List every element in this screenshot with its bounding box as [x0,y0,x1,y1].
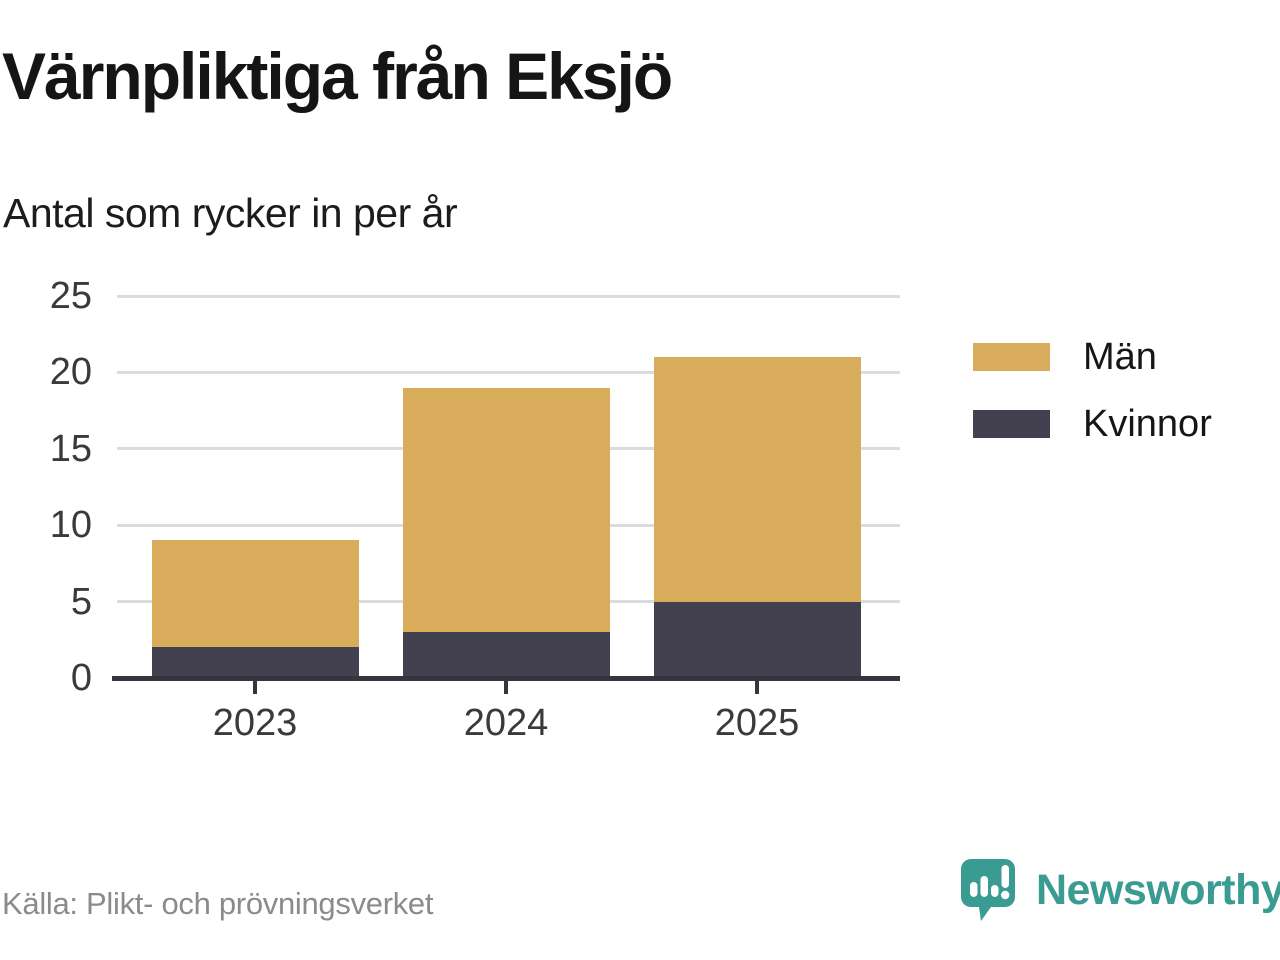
x-axis-tick-2023 [253,681,257,694]
logo-bar-2 [980,876,988,897]
y-tick-label: 20 [49,351,92,394]
legend-swatch-kvinnor [973,410,1050,438]
legend-label-män: Män [1083,336,1157,378]
x-tick-label-2025: 2025 [714,702,800,744]
legend-item-kvinnor: Kvinnor [973,404,1212,444]
x-tick-label-2024: 2024 [463,702,549,744]
bar-segment-man-2023 [151,540,359,648]
logo-bar-3 [991,885,999,897]
bar-segment-kvinnor-2024 [402,632,610,678]
page-title: Värnpliktiga från Eksjö [2,39,673,113]
x-axis-tick-2024 [504,681,508,694]
logo-bar-1 [970,882,978,897]
y-tick-label: 15 [49,427,92,470]
bar-group-2024 [402,387,610,678]
bar-segment-man-2024 [402,387,610,633]
chart-subtitle: Antal som rycker in per år [3,190,458,236]
x-axis-line [112,675,900,681]
chart-legend: Män Kvinnor [973,337,1212,444]
y-tick-label: 10 [49,504,92,547]
bar-group-2023 [151,540,359,678]
y-tick-label: 5 [70,580,92,623]
legend-swatch-män [973,343,1050,371]
gridline-20 [117,370,900,374]
bar-segment-kvinnor-2023 [151,647,359,678]
bar-group-2025 [653,357,861,678]
newsworthy-logo-icon [961,859,1015,921]
y-tick-label: 25 [49,275,92,317]
newsworthy-wordmark: Newsworthy [1036,866,1280,914]
y-tick-label: 0 [70,657,92,699]
source-text: Källa: Plikt- och prövningsverket [2,886,434,921]
legend-item-män: Män [973,337,1212,377]
legend-label-kvinnor: Kvinnor [1083,403,1212,445]
gridline-25 [117,294,900,298]
newsworthy-logo: Newsworthy [960,858,1280,922]
logo-exclamation-bar [1001,865,1009,888]
x-axis-tick-2025 [755,681,759,694]
x-tick-label-2023: 2023 [212,702,298,744]
bar-segment-man-2025 [653,357,861,602]
logo-exclamation-dot [1001,890,1010,900]
bar-segment-kvinnor-2025 [653,601,861,678]
